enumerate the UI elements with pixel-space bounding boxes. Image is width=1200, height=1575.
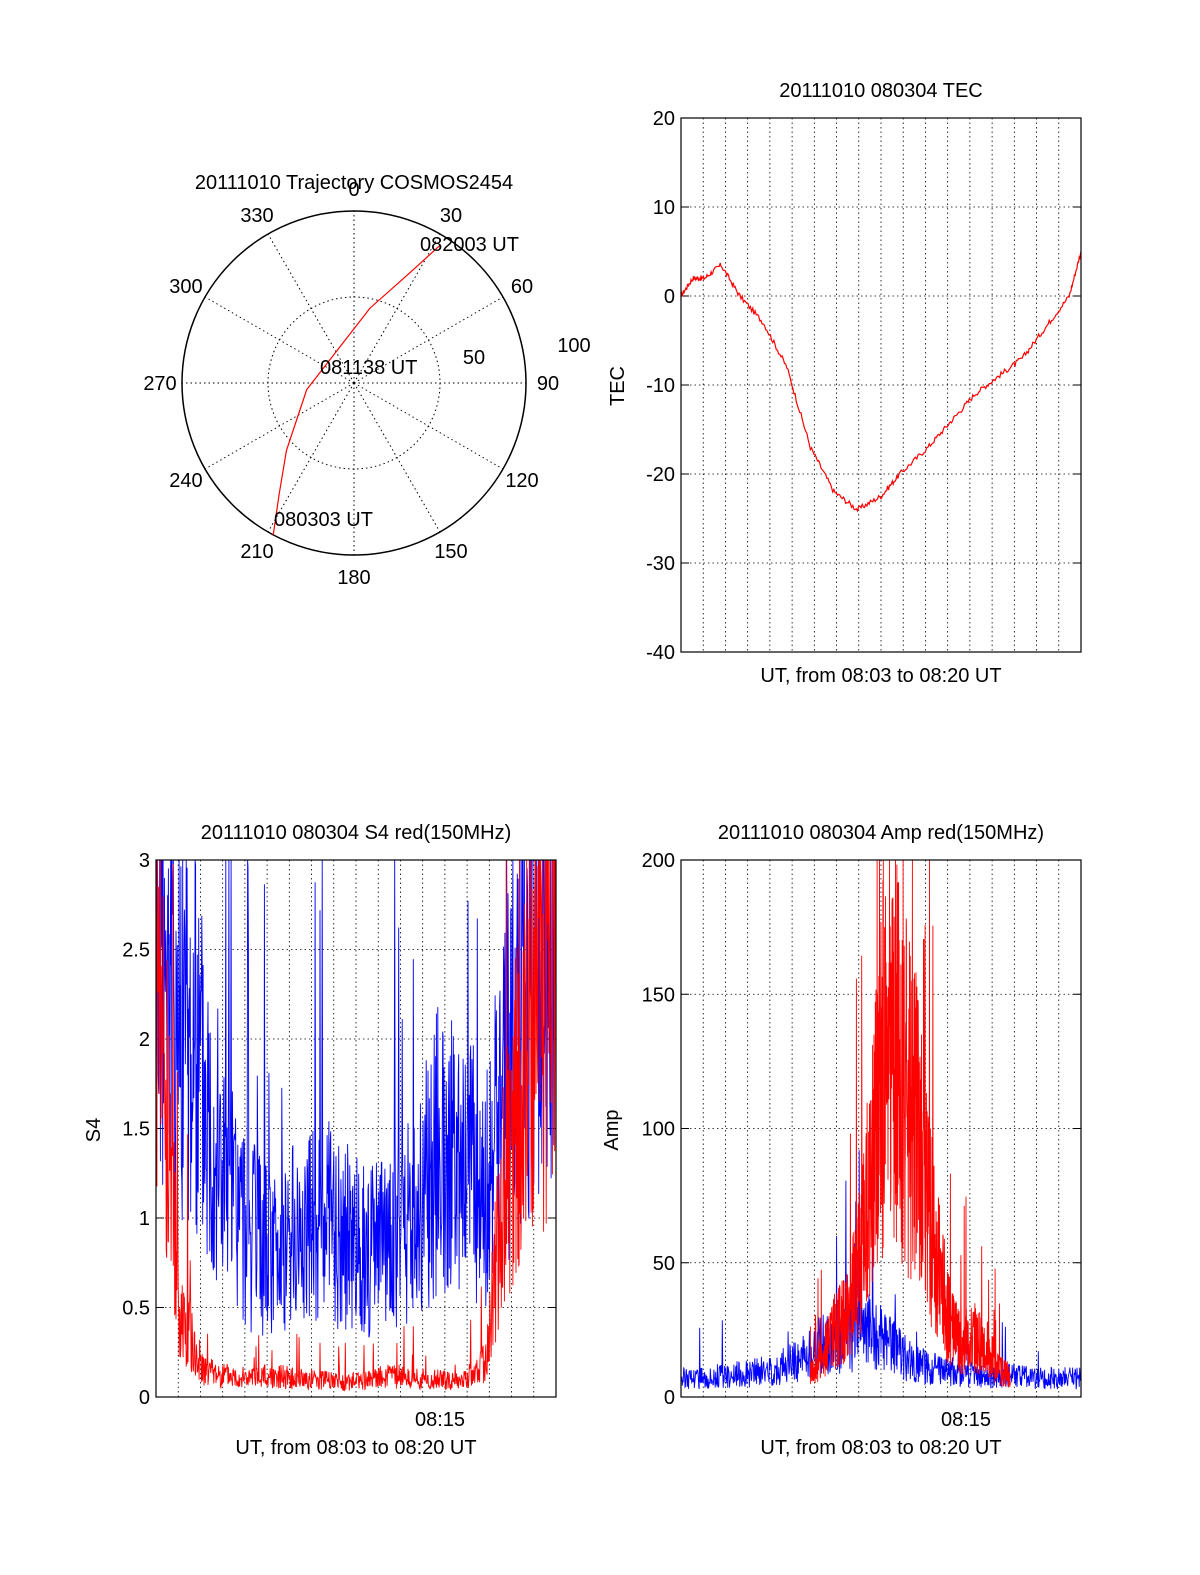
polar-grid bbox=[181, 210, 527, 556]
series-line bbox=[680, 1150, 1082, 1390]
y-tick-label: 2.5 bbox=[122, 940, 150, 962]
polar-title: 20111010 Trajectory COSMOS2454 bbox=[195, 172, 513, 194]
polar-spoke bbox=[204, 296, 355, 384]
series-line bbox=[680, 251, 1082, 513]
polar-angle-label: 90 bbox=[537, 373, 559, 395]
polar-spoke bbox=[353, 233, 441, 384]
annotation-mid-time: 081138 UT bbox=[320, 357, 417, 379]
series-line bbox=[155, 859, 556, 1392]
y-tick-label: 0 bbox=[664, 286, 675, 308]
polar-radial-label-50: 50 bbox=[463, 347, 485, 369]
polar-spoke bbox=[353, 382, 504, 470]
tec-ylabel: TEC bbox=[607, 366, 629, 406]
y-tick-label: -20 bbox=[646, 464, 675, 486]
tec-title: 20111010 080304 TEC bbox=[779, 80, 983, 102]
annotation-start-time: 080303 UT bbox=[274, 509, 373, 531]
plot-frame bbox=[680, 117, 1082, 653]
y-tick-label: 200 bbox=[642, 850, 675, 872]
tec-panel: 20111010 080304 TEC UT, from 08:03 to 08… bbox=[607, 80, 1082, 687]
amp-xtick-label: 08:15 bbox=[941, 1409, 991, 1431]
y-tick-label: 2 bbox=[139, 1029, 150, 1051]
y-tick-label: 50 bbox=[653, 1253, 675, 1275]
amp-ylabel: Amp bbox=[601, 1109, 623, 1150]
polar-spoke bbox=[204, 382, 355, 470]
trajectory-line bbox=[272, 244, 441, 535]
polar-angle-label: 300 bbox=[169, 276, 202, 298]
polar-angle-label: 120 bbox=[505, 470, 538, 492]
s4-title: 20111010 080304 S4 red(150MHz) bbox=[201, 822, 512, 844]
plot-frame bbox=[680, 859, 1082, 1398]
polar-radial-label-100: 100 bbox=[557, 335, 590, 357]
polar-angle-label: 240 bbox=[169, 470, 202, 492]
series-line bbox=[809, 859, 1011, 1388]
polar-spoke bbox=[267, 382, 355, 533]
polar-angle-label: 330 bbox=[240, 205, 273, 227]
tec-xlabel: UT, from 08:03 to 08:20 UT bbox=[760, 665, 1001, 687]
y-tick-label: 150 bbox=[642, 984, 675, 1006]
polar-angle-label: 270 bbox=[143, 373, 176, 395]
s4-xlabel: UT, from 08:03 to 08:20 UT bbox=[235, 1437, 476, 1459]
amp-xlabel: UT, from 08:03 to 08:20 UT bbox=[760, 1437, 1001, 1459]
y-tick-label: -30 bbox=[646, 553, 675, 575]
series-line bbox=[155, 859, 556, 1338]
polar-panel: 20111010 Trajectory COSMOS2454 0 30 60 90 12… bbox=[143, 172, 590, 589]
y-tick-label: 1.5 bbox=[122, 1119, 150, 1141]
s4-xtick-label: 08:15 bbox=[415, 1409, 465, 1431]
y-tick-label: -40 bbox=[646, 642, 675, 664]
y-tick-label: 0.5 bbox=[122, 1298, 150, 1320]
annotation-end-time: 082003 UT bbox=[420, 234, 519, 256]
y-tick-label: 20 bbox=[653, 108, 675, 130]
y-tick-label: 10 bbox=[653, 197, 675, 219]
y-tick-label: 0 bbox=[139, 1387, 150, 1409]
polar-angle-label: 60 bbox=[511, 276, 533, 298]
polar-spoke bbox=[267, 233, 355, 384]
polar-angle-label: 180 bbox=[337, 567, 370, 589]
s4-panel: 20111010 080304 S4 red(150MHz) UT, from … bbox=[83, 822, 557, 1459]
polar-angle-label: 0 bbox=[348, 179, 359, 201]
y-tick-label: 1 bbox=[139, 1208, 150, 1230]
amp-panel: 20111010 080304 Amp red(150MHz) UT, from… bbox=[601, 822, 1082, 1459]
polar-spoke bbox=[353, 296, 504, 384]
y-tick-label: 3 bbox=[139, 850, 150, 872]
s4-ylabel: S4 bbox=[83, 1118, 105, 1142]
y-tick-label: 0 bbox=[664, 1387, 675, 1409]
polar-angle-label: 30 bbox=[440, 205, 462, 227]
polar-spoke bbox=[353, 382, 441, 533]
polar-angle-label: 150 bbox=[434, 541, 467, 563]
amp-title: 20111010 080304 Amp red(150MHz) bbox=[718, 822, 1044, 844]
plot-frame bbox=[155, 859, 557, 1398]
polar-angle-labels: 0 30 60 90 120 150 180 210 240 270 300 330 bbox=[143, 179, 559, 589]
polar-angle-label: 210 bbox=[240, 541, 273, 563]
y-tick-label: 100 bbox=[642, 1119, 675, 1141]
y-tick-label: -10 bbox=[646, 375, 675, 397]
